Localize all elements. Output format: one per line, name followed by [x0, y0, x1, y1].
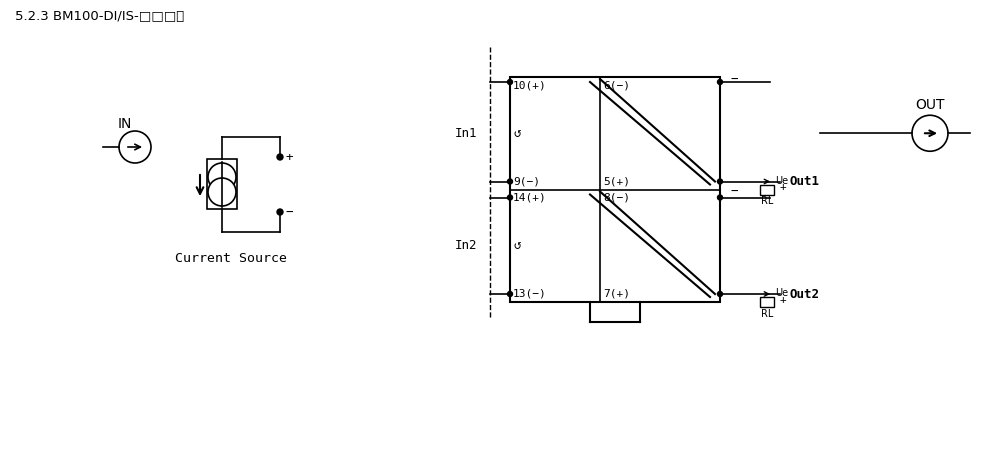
Text: RL: RL	[761, 309, 773, 319]
Circle shape	[508, 292, 513, 297]
Circle shape	[912, 115, 948, 151]
Text: 8(−): 8(−)	[603, 192, 630, 202]
Text: RL: RL	[761, 197, 773, 207]
Text: Current Source: Current Source	[175, 253, 287, 266]
Circle shape	[277, 154, 283, 160]
Bar	[760, 185, 774, 195]
Text: 6(−): 6(−)	[603, 80, 630, 90]
Text: 5.2.3 BM100-DI/IS-□□□：: 5.2.3 BM100-DI/IS-□□□：	[15, 11, 184, 23]
Circle shape	[277, 209, 283, 215]
Text: ↺: ↺	[513, 127, 521, 140]
Circle shape	[119, 131, 151, 163]
Bar	[510, 77, 720, 302]
Text: OUT: OUT	[915, 98, 945, 112]
Circle shape	[718, 292, 723, 297]
Text: 5(+): 5(+)	[603, 176, 630, 186]
Text: 13(−): 13(−)	[513, 289, 547, 299]
Text: +: +	[285, 150, 293, 164]
Text: 7(+): 7(+)	[603, 289, 630, 299]
Text: Out1: Out1	[790, 175, 820, 188]
Circle shape	[208, 178, 236, 206]
Circle shape	[508, 179, 513, 184]
Text: 10(+): 10(+)	[513, 80, 547, 90]
Text: −: −	[730, 185, 738, 198]
Text: ↺: ↺	[513, 239, 521, 252]
Text: 14(+): 14(+)	[513, 192, 547, 202]
Circle shape	[718, 195, 723, 200]
Circle shape	[718, 179, 723, 184]
Circle shape	[508, 195, 513, 200]
Text: +: +	[780, 182, 787, 192]
Text: Ue: Ue	[775, 288, 788, 298]
Text: In2: In2	[455, 239, 477, 252]
Circle shape	[208, 163, 236, 191]
Text: IN: IN	[117, 117, 132, 131]
Bar	[760, 297, 774, 307]
Bar	[207, 159, 237, 209]
Text: 9(−): 9(−)	[513, 176, 540, 186]
Circle shape	[718, 80, 723, 85]
Circle shape	[508, 80, 513, 85]
Text: Out2: Out2	[790, 287, 820, 301]
Text: Ue: Ue	[775, 175, 788, 186]
Text: −: −	[285, 206, 293, 218]
Text: In1: In1	[455, 127, 477, 140]
Text: +: +	[780, 295, 787, 305]
Text: −: −	[730, 73, 738, 85]
